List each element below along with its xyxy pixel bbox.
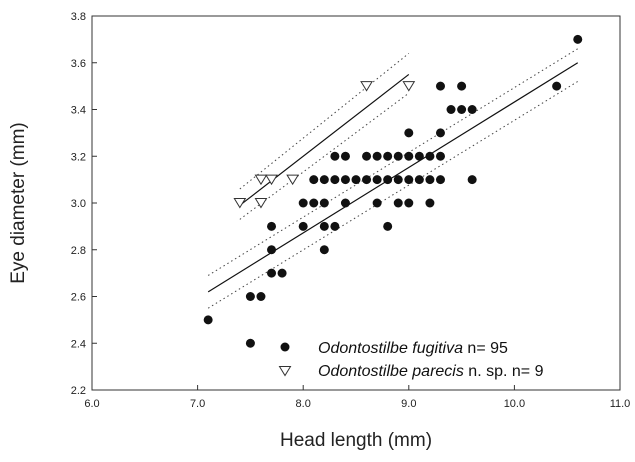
data-point-series-0	[319, 198, 329, 208]
data-point-series-0	[330, 175, 340, 185]
data-point-series-0	[383, 151, 393, 161]
data-point-series-0	[330, 151, 340, 161]
confidence-upper-series-0	[207, 48, 579, 276]
data-point-series-0	[267, 268, 277, 278]
data-point-series-0	[256, 292, 266, 301]
data-points	[203, 34, 583, 348]
data-point-series-0	[245, 338, 255, 348]
legend-label-fugitiva: Odontostilbe fugitiva n= 95	[318, 340, 508, 357]
data-point-series-0	[404, 198, 414, 208]
data-point-series-0	[404, 151, 414, 161]
data-point-series-0	[383, 175, 393, 185]
data-point-series-1	[286, 174, 300, 186]
x-tick-label: 9.0	[401, 398, 416, 410]
data-point-series-0	[393, 151, 403, 161]
data-point-series-0	[414, 175, 424, 185]
y-tick-label: 2.2	[71, 385, 86, 397]
data-point-series-0	[435, 151, 445, 161]
data-point-series-0	[393, 175, 403, 185]
data-point-series-1	[254, 198, 268, 209]
x-tick-label: 11.0	[610, 398, 631, 410]
legend-marker-parecis	[278, 366, 292, 377]
data-point-series-0	[362, 151, 372, 161]
x-tick-label: 8.0	[296, 398, 311, 410]
data-point-series-0	[435, 175, 445, 185]
data-point-series-0	[552, 81, 562, 91]
legend-label-parecis: Odontostilbe parecis n. sp. n= 9	[318, 363, 544, 380]
data-point-series-0	[340, 198, 350, 208]
data-point-series-0	[277, 268, 287, 278]
data-point-series-1	[254, 174, 268, 186]
data-point-series-0	[425, 198, 435, 208]
data-point-series-0	[372, 151, 382, 161]
y-tick-label: 2.6	[71, 292, 86, 304]
y-axis-title: Eye diameter (mm)	[8, 122, 29, 284]
data-point-series-0	[435, 81, 445, 91]
confidence-lower-series-0	[207, 81, 579, 309]
x-tick-label: 7.0	[190, 398, 205, 410]
x-tick-label: 10.0	[504, 398, 525, 410]
data-point-series-0	[245, 292, 255, 301]
data-point-series-0	[573, 34, 583, 44]
y-tick-label: 3.0	[71, 198, 86, 210]
data-point-series-0	[425, 175, 435, 185]
data-point-series-0	[362, 175, 372, 185]
confidence-upper-series-1	[239, 53, 410, 190]
data-point-series-0	[467, 175, 477, 185]
data-point-series-0	[203, 315, 213, 325]
y-tick-label: 3.8	[71, 11, 86, 23]
y-tick-label: 3.6	[71, 58, 86, 70]
data-point-series-0	[372, 198, 382, 208]
confidence-lower-series-1	[239, 92, 410, 220]
data-point-series-0	[298, 221, 308, 231]
x-axis-ticks: 6.0 7.0 8.0 9.0 10.0 11.0	[84, 385, 630, 410]
data-point-series-0	[414, 151, 424, 161]
data-point-series-0	[340, 151, 350, 161]
data-point-series-0	[393, 198, 403, 208]
data-point-series-0	[457, 81, 467, 91]
data-point-series-1	[402, 81, 416, 92]
x-axis-title: Head length (mm)	[280, 430, 432, 451]
data-point-series-0	[319, 175, 329, 185]
data-point-series-0	[340, 175, 350, 185]
data-point-series-0	[372, 175, 382, 185]
y-tick-label: 2.4	[71, 338, 86, 350]
data-point-series-0	[309, 175, 319, 185]
data-point-series-0	[383, 221, 393, 231]
data-point-series-0	[404, 175, 414, 185]
data-point-series-0	[446, 105, 456, 114]
data-point-series-0	[425, 151, 435, 161]
y-tick-label: 3.2	[71, 151, 86, 163]
data-point-series-0	[319, 245, 329, 255]
data-point-series-0	[351, 175, 361, 185]
data-point-series-0	[457, 105, 467, 114]
data-point-series-0	[404, 128, 414, 138]
data-point-series-0	[309, 198, 319, 208]
data-point-series-0	[267, 221, 277, 231]
data-point-series-1	[265, 174, 278, 186]
data-point-series-0	[319, 221, 329, 231]
data-point-series-0	[435, 128, 445, 138]
data-point-series-1	[360, 81, 373, 92]
y-tick-label: 2.8	[71, 245, 86, 257]
y-tick-label: 3.4	[71, 105, 86, 117]
regression-line-series-1	[239, 73, 410, 206]
plot-frame	[91, 15, 621, 391]
data-point-series-0	[267, 245, 277, 255]
y-axis-ticks: 2.2 2.4 2.6 2.8 3.0 3.2 3.4 3.6 3.8	[71, 11, 97, 397]
data-point-series-1	[233, 198, 247, 209]
data-point-series-0	[467, 105, 477, 114]
legend-marker-fugitiva	[280, 342, 290, 352]
data-point-series-0	[330, 221, 340, 231]
data-point-series-0	[298, 198, 308, 208]
x-tick-label: 6.0	[84, 398, 99, 410]
legend: Odontostilbe fugitiva n= 95 Odontostilbe…	[278, 340, 544, 380]
